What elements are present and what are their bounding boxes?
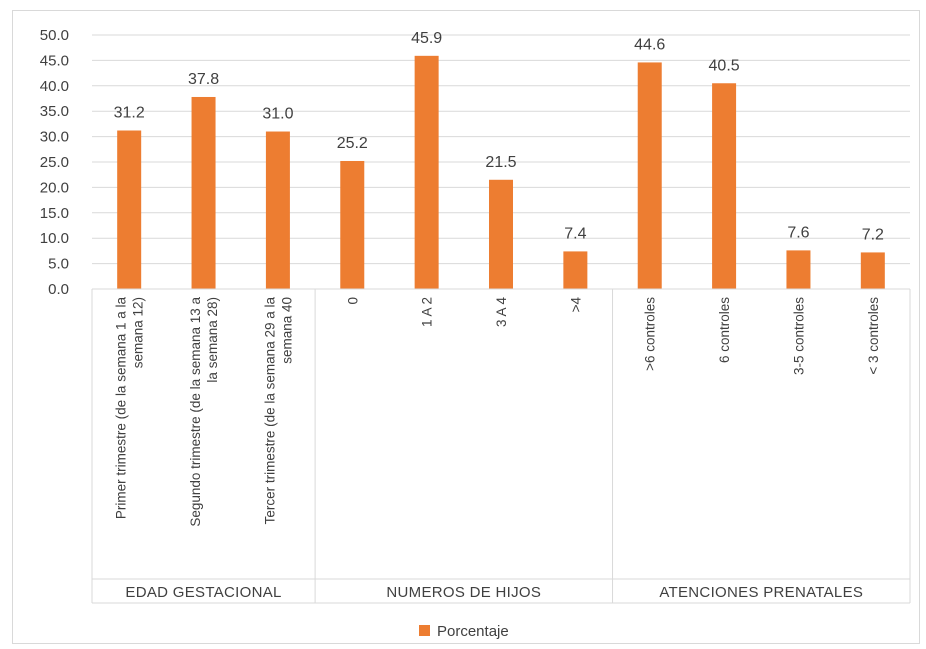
category-label-line: semana 12)	[131, 297, 146, 368]
group-label: NUMEROS DE HIJOS	[386, 584, 541, 601]
category-label-line: 1 A 2	[420, 297, 435, 327]
bar	[340, 160, 365, 289]
data-label: 40.5	[709, 57, 740, 74]
category-label: Segundo trimestre (de la semana 13 a la s…	[188, 297, 220, 527]
chart-area: 0.0 5.0 10.0 15.0 20.0 25.0 30.0 35.0 40.0 45.0 50…	[12, 10, 920, 644]
bar	[786, 250, 811, 289]
data-label: 37.8	[188, 71, 219, 88]
y-tick-label: 0.0	[48, 281, 69, 298]
y-tick-label: 15.0	[40, 205, 69, 222]
category-label: < 3 controles	[866, 297, 881, 375]
bar	[191, 96, 216, 289]
y-tick-label: 40.0	[40, 78, 69, 95]
category-label-line: >4	[568, 297, 583, 313]
category-label: >6 controles	[643, 297, 658, 371]
category-label: >4	[568, 297, 583, 313]
bar	[414, 55, 439, 289]
bar	[712, 83, 737, 289]
category-label-line: 3 A 4	[494, 297, 509, 328]
category-label: 3-5 controles	[791, 297, 806, 375]
y-tick-label: 50.0	[40, 27, 69, 44]
y-tick-label: 25.0	[40, 154, 69, 171]
category-label-line: Segundo trimestre (de la semana 13 a	[188, 297, 203, 527]
data-label: 7.6	[787, 224, 809, 241]
category-label: 1 A 2	[420, 297, 435, 327]
data-label: 25.2	[337, 135, 368, 152]
bar	[563, 251, 588, 289]
category-label-line: Tercer trimestre (de la semana 29 a la	[262, 297, 277, 525]
bar	[860, 252, 885, 289]
category-label-line: < 3 controles	[866, 297, 881, 375]
category-label: 6 controles	[717, 297, 732, 363]
data-label: 31.0	[262, 106, 293, 123]
data-label: 21.5	[485, 154, 516, 171]
y-tick-label: 20.0	[40, 179, 69, 196]
category-label-line: Primer trimestre (de la semana 1 a la	[114, 297, 129, 520]
y-tick-label: 30.0	[40, 129, 69, 146]
data-label: 45.9	[411, 30, 442, 47]
data-label: 31.2	[114, 105, 145, 122]
bar	[637, 62, 662, 289]
bar	[489, 179, 513, 289]
category-label-line: 0	[345, 297, 360, 305]
category-label: Primer trimestre (de la semana 1 a la sem…	[114, 297, 146, 520]
data-label: 44.6	[634, 36, 665, 53]
group-label: ATENCIONES PRENATALES	[659, 584, 863, 601]
bar	[265, 131, 290, 289]
bar	[117, 130, 142, 289]
category-label-line: 6 controles	[717, 297, 732, 363]
y-tick-label: 45.0	[40, 52, 69, 69]
legend-swatch	[419, 625, 430, 636]
category-label-line: la semana 28)	[205, 297, 220, 383]
y-tick-label: 10.0	[40, 230, 69, 247]
group-label: EDAD GESTACIONAL	[125, 584, 281, 601]
y-tick-label: 35.0	[40, 103, 69, 120]
category-label-line: >6 controles	[643, 297, 658, 371]
data-label: 7.2	[862, 226, 884, 243]
category-label-line: semana 40	[279, 297, 294, 364]
bar-chart: 0.0 5.0 10.0 15.0 20.0 25.0 30.0 35.0 40.0 45.0 50…	[40, 27, 911, 640]
category-label: 3 A 4	[494, 297, 509, 328]
category-label-line: 3-5 controles	[791, 297, 806, 375]
data-label: 7.4	[564, 225, 586, 242]
y-tick-label: 5.0	[48, 256, 69, 273]
category-label: Tercer trimestre (de la semana 29 a la se…	[262, 297, 294, 525]
category-label: 0	[345, 297, 360, 305]
legend-label: Porcentaje	[437, 623, 509, 640]
